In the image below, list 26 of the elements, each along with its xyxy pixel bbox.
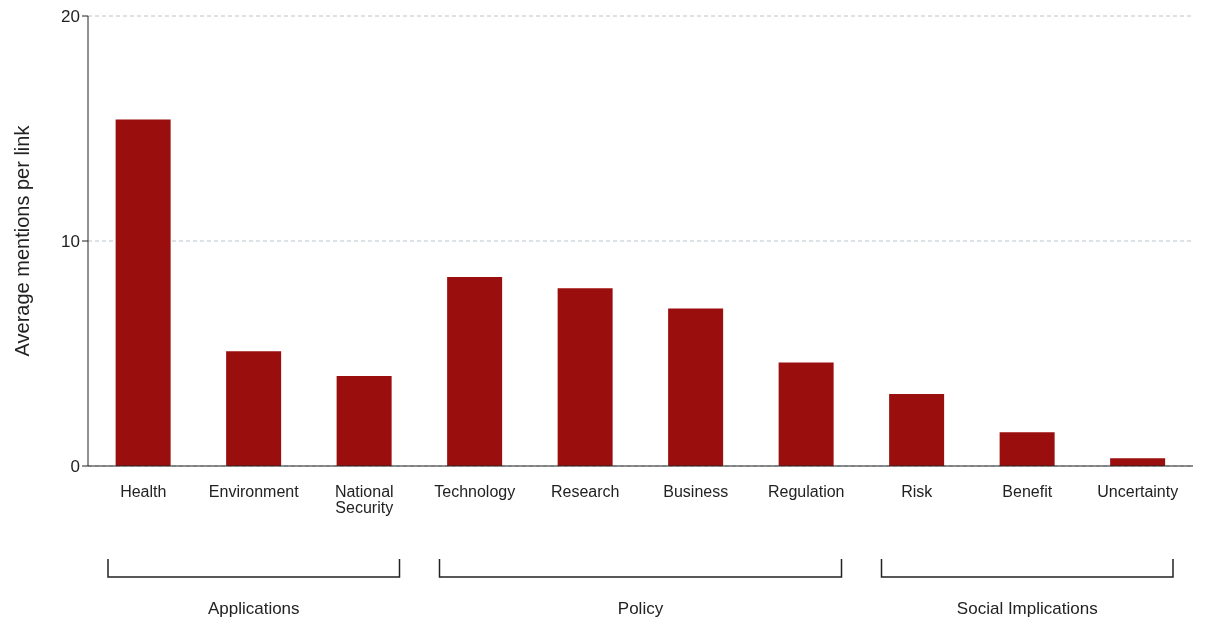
bar (668, 308, 724, 466)
bar (226, 351, 282, 466)
bar (889, 394, 945, 466)
x-tick-label: National Security (334, 483, 394, 517)
x-tick-label: Health (120, 483, 167, 501)
bar (778, 362, 834, 466)
bar (115, 119, 171, 466)
x-tick-label: Regulation (768, 483, 845, 501)
bar (557, 288, 613, 466)
text: Policy (617, 599, 664, 618)
y-tick-label: 0 (70, 457, 80, 477)
x-tick-label: Benefit (1002, 483, 1053, 501)
x-tick-label: Technology (434, 483, 516, 501)
x-tick-label: Uncertainty (1097, 483, 1179, 501)
x-tick-label: Risk (901, 483, 934, 501)
x-tick-label: Business (663, 483, 729, 501)
text: Social Implications (956, 599, 1098, 618)
bar (999, 432, 1055, 466)
y-axis-title: Average mentions per link (11, 124, 34, 357)
x-tick-label: Environment (208, 483, 300, 501)
bar (336, 376, 392, 466)
x-tick-label: Research (551, 483, 620, 501)
bar (447, 277, 503, 466)
y-tick-label: 10 (61, 232, 80, 252)
text: Applications (207, 599, 300, 618)
y-tick-label: 20 (61, 7, 80, 27)
